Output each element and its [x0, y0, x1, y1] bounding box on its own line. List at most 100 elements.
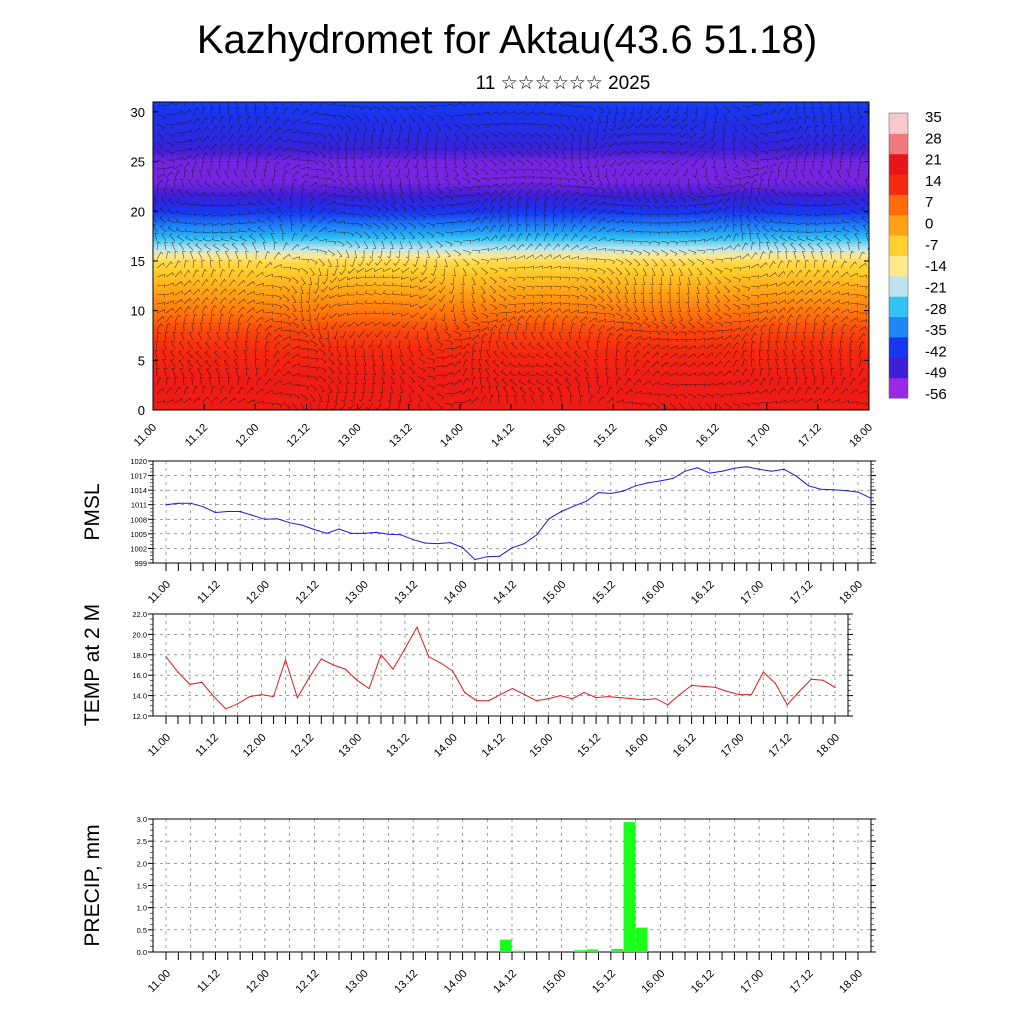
wind-barb [345, 249, 350, 258]
wind-barb [640, 285, 645, 295]
wind-barb [399, 357, 405, 366]
wind-barb [264, 349, 269, 359]
wind-barb [327, 141, 333, 150]
wind-barb [687, 267, 693, 276]
wind-barb [203, 222, 212, 226]
wind-barb [351, 141, 356, 151]
wind-barb [331, 402, 338, 410]
heatmap-band [153, 265, 869, 270]
wind-barb [453, 186, 462, 193]
wind-barb [224, 170, 230, 179]
colorbar-tick-label: -49 [925, 365, 947, 382]
wind-barb [552, 183, 561, 188]
wind-barb [592, 132, 599, 142]
series-point [214, 511, 217, 514]
wind-barb [615, 399, 624, 404]
wind-barb [777, 260, 784, 269]
wind-barb [255, 125, 263, 134]
wind-barb [171, 242, 176, 251]
wind-barb [695, 294, 700, 304]
wind-barb [705, 258, 715, 264]
wind-barb [615, 195, 624, 202]
heatmap-y-tick-label: 0 [138, 403, 145, 418]
wind-barb [796, 191, 806, 197]
wind-barb [750, 187, 755, 197]
wind-barb [361, 133, 365, 142]
wind-barb [849, 125, 856, 134]
series-point [770, 470, 773, 472]
wind-barb [480, 198, 489, 206]
wind-barb [793, 367, 797, 377]
wind-barb [462, 321, 470, 329]
wind-barb [355, 300, 365, 305]
wind-barb [184, 220, 194, 224]
wind-barb [507, 102, 511, 107]
series-point [424, 542, 427, 544]
wind-barb [282, 170, 289, 179]
wind-barb [450, 303, 455, 313]
wind-barb [587, 123, 591, 133]
wind-barb [601, 159, 608, 168]
wind-barb [291, 256, 301, 260]
wind-barb [777, 331, 781, 341]
wind-barb [399, 186, 404, 195]
wind-barb [309, 384, 318, 392]
wind-barb [534, 123, 544, 128]
wind-barb [381, 231, 388, 240]
wind-barb [597, 303, 606, 310]
wind-barb [300, 356, 310, 360]
wind-barb [633, 230, 643, 235]
wind-barb [435, 123, 442, 132]
wind-barb [552, 197, 559, 206]
wind-barb [588, 177, 596, 186]
wind-barb [525, 102, 533, 107]
wind-barb [291, 362, 300, 368]
wind-barb [840, 377, 847, 386]
wind-barb [209, 322, 213, 332]
wind-barb [525, 254, 534, 260]
wind-barb [291, 108, 299, 116]
heatmap-band [153, 283, 869, 287]
wind-barb [273, 294, 282, 301]
wind-barb [165, 300, 174, 305]
wind-barb [183, 322, 187, 332]
wind-barb [498, 214, 504, 224]
series-point [375, 531, 377, 534]
wind-barb [544, 362, 554, 368]
heatmap-band [153, 171, 869, 175]
x-tick-label: 16.12 [689, 579, 717, 607]
colorbar-segment [889, 296, 908, 318]
wind-barb [795, 125, 803, 134]
heatmap-band [153, 102, 869, 106]
wind-barb [471, 159, 478, 168]
wind-barb [624, 285, 628, 294]
wind-barb [471, 386, 478, 395]
heatmap-band [153, 300, 869, 304]
wind-barb [732, 392, 742, 397]
wind-barb [218, 160, 222, 170]
wind-barb [768, 308, 777, 314]
wind-barb [714, 105, 720, 114]
wind-barb [435, 240, 443, 248]
wind-barb [364, 300, 374, 305]
wind-barb [462, 159, 468, 168]
wind-barb [669, 321, 677, 330]
wind-barb [759, 178, 765, 188]
wind-barb [270, 233, 275, 242]
series-point [691, 684, 693, 687]
wind-barb [633, 379, 642, 386]
wind-barb [693, 105, 698, 115]
wind-barb [534, 168, 544, 174]
wind-barb [489, 168, 498, 175]
wind-barb [345, 168, 350, 177]
wind-barb [246, 315, 254, 323]
wind-barb [594, 350, 599, 359]
wind-barb [183, 305, 191, 314]
wind-barb [237, 376, 242, 386]
wind-barb [316, 322, 320, 331]
wind-barb [345, 222, 355, 227]
wind-barb [255, 250, 260, 260]
wind-barb [480, 215, 488, 224]
wind-barb [804, 151, 810, 161]
wind-barb [759, 358, 763, 368]
